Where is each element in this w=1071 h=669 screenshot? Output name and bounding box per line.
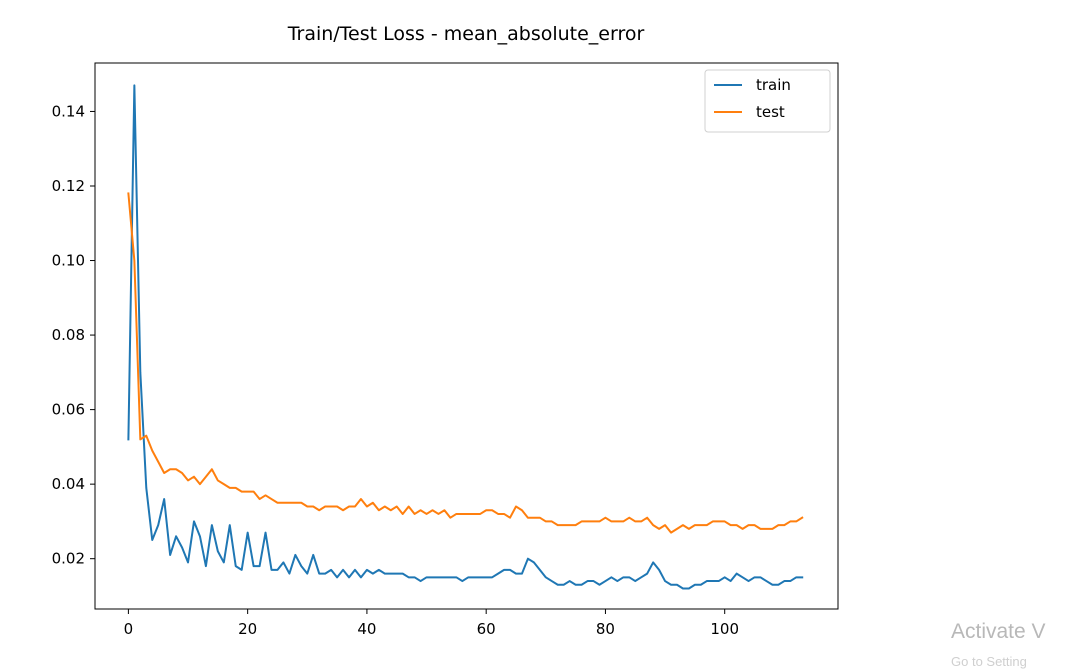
activate-windows-watermark: Activate V — [951, 620, 1046, 643]
y-tick-label: 0.04 — [52, 475, 85, 493]
x-tick-label: 40 — [357, 620, 376, 638]
activate-windows-subtext: Go to Setting — [951, 654, 1027, 669]
legend: train test — [704, 69, 831, 133]
plot-frame — [94, 62, 839, 610]
y-tick-label: 0.06 — [52, 401, 85, 419]
y-axis: 0.02 0.04 0.06 0.08 0.10 0.12 0.14 — [52, 102, 95, 568]
y-tick-label: 0.02 — [52, 550, 85, 568]
legend-label-test: test — [756, 103, 785, 121]
series-layer — [127, 84, 804, 590]
y-tick-label: 0.08 — [52, 326, 85, 344]
x-tick-label: 0 — [124, 620, 134, 638]
chart-title: Train/Test Loss - mean_absolute_error — [287, 23, 645, 45]
x-tick-label: 80 — [596, 620, 615, 638]
series-line-test — [127, 192, 804, 534]
y-tick-label: 0.14 — [52, 102, 85, 120]
legend-label-train: train — [756, 76, 791, 94]
x-tick-label: 20 — [238, 620, 257, 638]
series-line-train — [127, 84, 804, 590]
x-tick-label: 100 — [710, 620, 739, 638]
y-tick-label: 0.12 — [52, 177, 85, 195]
x-axis: 0 20 40 60 80 100 — [124, 609, 739, 638]
x-tick-label: 60 — [477, 620, 496, 638]
y-tick-label: 0.10 — [52, 252, 85, 270]
